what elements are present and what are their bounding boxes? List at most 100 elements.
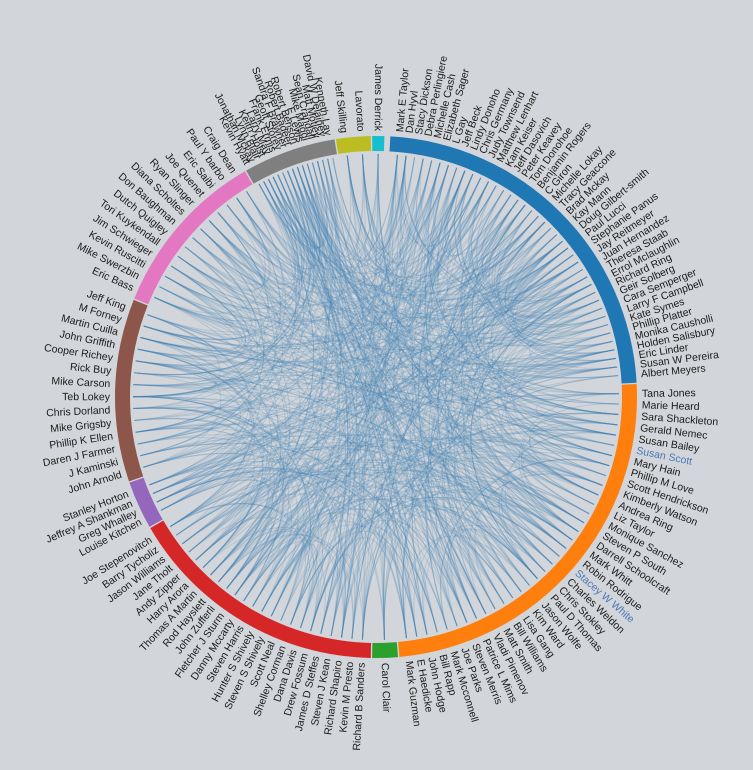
link: [470, 284, 592, 579]
link: [132, 170, 310, 398]
link: [134, 299, 600, 381]
link: [140, 237, 265, 457]
link: [415, 158, 474, 245]
link: [243, 261, 579, 602]
link: [263, 155, 352, 263]
link: [535, 393, 619, 436]
link: [135, 427, 407, 639]
link: [159, 286, 607, 477]
group-arc-8[interactable]: [246, 139, 337, 184]
group-arc-1[interactable]: [389, 136, 637, 384]
group-arc-5[interactable]: [129, 477, 163, 527]
link: [140, 431, 585, 524]
link: [252, 183, 323, 607]
node-label-marie-heard[interactable]: Marie Heard: [642, 399, 700, 413]
group-arc-9[interactable]: [335, 136, 372, 154]
link: [505, 332, 611, 496]
link: [226, 204, 579, 532]
link: [147, 246, 253, 336]
link: [468, 473, 603, 614]
link: [395, 155, 487, 614]
link: [460, 194, 599, 496]
link: [202, 527, 354, 639]
link: [475, 204, 619, 405]
link: [135, 360, 307, 621]
link: [182, 493, 418, 637]
link: [452, 189, 579, 532]
link: [423, 459, 610, 635]
link: [143, 185, 497, 347]
node-label-rick-buy[interactable]: Rick Buy: [69, 361, 112, 377]
link: [137, 163, 321, 357]
link: [507, 487, 585, 549]
link: [133, 160, 433, 386]
node-label-james-derrick[interactable]: James Derrick: [372, 64, 385, 132]
link: [143, 325, 615, 446]
link: [296, 166, 610, 467]
group-arc-4[interactable]: [150, 520, 372, 658]
link: [175, 437, 610, 536]
link: [156, 199, 519, 503]
link: [208, 220, 522, 593]
link: [446, 505, 579, 627]
node-label-jeff-skilling[interactable]: Jeff Skilling: [332, 80, 350, 134]
link: [272, 176, 350, 636]
link: [160, 275, 262, 511]
link: [310, 537, 407, 639]
link: [487, 210, 563, 286]
link: [460, 221, 553, 565]
group-arc-2[interactable]: [398, 384, 637, 657]
node-label-lavorato[interactable]: Lavorato: [352, 90, 366, 132]
link: [361, 154, 546, 285]
link: [301, 165, 482, 271]
link: [270, 315, 606, 617]
link: [184, 246, 291, 583]
link: [171, 265, 342, 636]
node-label-tana-jones[interactable]: Tana Jones: [642, 387, 696, 400]
node-label-richard-b-sanders[interactable]: Richard B Sanders: [351, 662, 368, 751]
link: [469, 181, 592, 304]
link: [361, 154, 618, 371]
node-label-carol-clair[interactable]: Carol Clair: [379, 663, 393, 713]
link: [192, 237, 468, 623]
group-arc-6[interactable]: [114, 299, 148, 482]
link: [234, 539, 354, 639]
node-label-mark-e-taylor[interactable]: Mark E Taylor: [394, 67, 412, 132]
link: [134, 168, 312, 376]
node-label-mike-grigsby[interactable]: Mike Grigsby: [50, 417, 113, 435]
node-label-sara-shackleton[interactable]: Sara Shackleton: [641, 411, 719, 429]
link: [296, 166, 574, 307]
group-arc-7[interactable]: [134, 171, 253, 305]
node-label-mike-carson[interactable]: Mike Carson: [51, 375, 111, 390]
link: [402, 155, 466, 243]
link: [140, 204, 526, 355]
link: [327, 158, 599, 496]
link: [351, 254, 574, 639]
node-label-chris-dorland[interactable]: Chris Dorland: [46, 404, 111, 419]
link: [132, 191, 286, 398]
link: [291, 168, 618, 426]
node-label-albert-meyers[interactable]: Albert Meyers: [640, 363, 706, 381]
link: [137, 437, 324, 632]
group-arc-10[interactable]: [372, 136, 385, 152]
link: [435, 332, 611, 627]
link: [521, 403, 619, 532]
link: [134, 168, 312, 376]
node-label-dan-hyvl[interactable]: Dan Hyvl: [404, 90, 421, 134]
node-label-teb-lokey[interactable]: Teb Lokey: [62, 391, 111, 403]
link: [226, 164, 449, 284]
link: [171, 265, 567, 549]
link: [171, 157, 416, 309]
link: [426, 268, 584, 630]
link: [133, 384, 610, 467]
group-arc-3[interactable]: [372, 642, 399, 658]
link: [424, 164, 567, 549]
link: [143, 325, 618, 381]
link: [261, 457, 603, 612]
link: [504, 221, 616, 362]
link: [280, 525, 448, 630]
link: [277, 174, 418, 637]
link: [332, 157, 569, 300]
link: [246, 154, 398, 271]
link: [460, 189, 610, 467]
